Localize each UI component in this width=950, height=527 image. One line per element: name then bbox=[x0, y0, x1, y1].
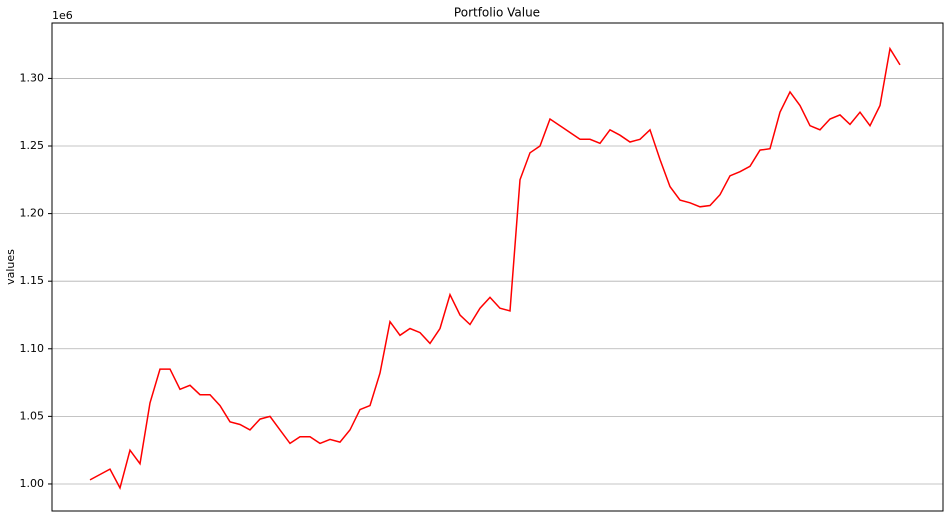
data-line bbox=[89, 46, 901, 491]
y-tick-label: 1.05 bbox=[20, 409, 45, 422]
y-tick-label: 1.15 bbox=[20, 274, 45, 287]
chart-title: Portfolio Value bbox=[454, 6, 540, 20]
offset-label: 1e6 bbox=[52, 9, 73, 22]
y-tick-label: 1.30 bbox=[20, 71, 45, 84]
y-tick-label: 1.20 bbox=[20, 207, 45, 220]
y-tick-label: 1.00 bbox=[20, 477, 45, 490]
y-tick-label: 1.10 bbox=[20, 342, 45, 355]
plot-frame bbox=[51, 22, 944, 512]
y-axis-label: values bbox=[4, 249, 17, 285]
y-tick-label: 1.25 bbox=[20, 139, 45, 152]
